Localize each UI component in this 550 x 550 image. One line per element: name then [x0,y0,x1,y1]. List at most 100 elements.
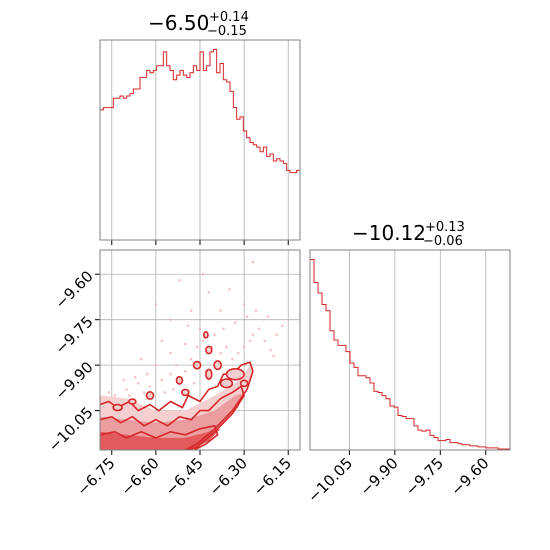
joint-contour-island [219,378,234,389]
joint-scatter-point [266,315,269,318]
joint-scatter-point [172,388,175,391]
joint-contour-islands [112,331,249,412]
joint-scatter-point [128,394,131,397]
joint-scatter-point [257,327,261,331]
joint-scatter-point [113,394,117,397]
hist-2-tick-label: −9.75 [402,454,447,499]
joint-scatter-point [133,375,137,379]
hist-2-tick-label: −9.60 [447,454,492,499]
joint-contour-island [205,368,213,380]
joint-x-tick-label: −6.75 [73,454,118,499]
joint-scatter-point [189,309,193,312]
joint-scatter-point [136,382,140,385]
joint-x-tick-label: −6.30 [206,454,251,499]
joint-scatter-point [178,279,181,282]
joint-scatter-point [251,333,255,337]
hist-1-xticks [111,240,289,245]
joint-scatter-point [231,357,234,361]
joint-scatter-point [175,363,178,367]
joint-scatter-point [228,288,231,291]
joint-scatter-point [219,351,222,355]
joint-scatter-point [183,369,187,373]
joint-scatter-point [201,339,205,343]
joint-scatter-point [186,324,190,328]
joint-scatter-point [154,363,158,367]
joint-contour-island [225,367,245,381]
joint-scatter-point [248,339,252,343]
joint-frame [99,249,301,451]
joint-scatter-point [281,324,284,328]
joint-scatter-point [242,345,246,349]
joint-scatter-point [189,357,193,361]
joint-contour-island [175,375,184,385]
hist-1-title-median: −6.50 [148,11,209,35]
joint-scatter-point [154,303,158,306]
joint-scatter-point [242,303,246,306]
hist-2-tick-label: −9.90 [356,454,401,499]
joint-scatter-point [236,351,240,355]
hist-2-title-lower: −0.06 [423,234,463,249]
hist-2-tick-label: −10.05 [304,454,356,506]
joint-scatter-point [169,351,172,355]
joint-scatter-point [183,342,187,346]
hist-2-title-upper: +0.13 [425,220,465,235]
panel-hist-2: −10.05 −9.90 −9.75 −9.60 −10.12 +0.13 −0.06 [304,220,511,506]
joint-contour-island [203,331,209,339]
hist-1-title-lower: −0.15 [207,24,247,39]
joint-xticks: −6.75−6.60−6.45−6.30−6.15 [73,450,295,499]
joint-scatter-point [148,385,152,388]
joint-y-tick-label: −9.60 [51,267,96,312]
joint-scatter-point [160,379,164,382]
joint-scatter-point [225,345,228,349]
joint-scatter-point [222,327,225,331]
joint-contour-island [213,360,222,371]
joint-density-fill-core [100,428,221,450]
joint-scatter-point [263,339,267,343]
joint-scatter-point [275,333,278,337]
joint-contour-island [112,403,123,412]
joint-contour-island [239,379,249,388]
joint-scatter-point [125,388,128,391]
joint-y-tick-label: −9.90 [51,358,96,403]
hist-2-xticks: −10.05 −9.90 −9.75 −9.60 [304,450,493,506]
joint-scatter-point [195,345,199,349]
joint-scatter-point [169,372,172,376]
joint-x-tick-label: −6.15 [250,454,295,499]
joint-scatter-point [122,379,125,382]
joint-yticks: −9.60−9.75−9.90−10.05 [45,267,100,456]
joint-scatter-point [272,354,275,358]
joint-contour-island [180,388,190,397]
joint-scatter-point [254,309,258,312]
joint-x-tick-label: −6.60 [117,454,162,499]
joint-scatter-point [142,391,146,394]
joint-contour-island [128,398,137,405]
panel-hist-1: −6.50 +0.14 −0.15 [99,10,301,245]
joint-scatter-point [169,318,172,321]
joint-contour-mid [100,385,245,450]
joint-contour-island [205,345,213,355]
hist-2-grid [348,250,487,450]
joint-scatter-point [192,382,196,385]
joint-scatter [107,260,284,397]
joint-x-tick-label: −6.45 [162,454,207,499]
hist-1-title: −6.50 [148,11,209,35]
panel-joint: −6.75−6.60−6.45−6.30−6.15 −9.60−9.75−9.9… [45,249,301,499]
joint-y-tick-label: −10.05 [45,404,97,456]
hist-2-title-median: −10.12 [352,221,426,245]
joint-scatter-point [198,327,202,331]
joint-scatter-point [160,339,164,343]
joint-scatter-point [219,309,222,312]
hist-1-frame [99,39,301,241]
joint-contour-island [192,360,202,370]
joint-scatter-point [201,272,205,276]
joint-contour-outer [100,361,254,450]
hist-2-series [310,259,510,450]
joint-scatter-point [245,315,249,318]
hist-1-grid [111,40,289,240]
joint-scatter-point [233,321,237,325]
joint-scatter-point [163,391,167,394]
joint-contour-inner [100,424,219,450]
hist-2-frame [309,249,511,451]
joint-contour-island [145,391,155,400]
